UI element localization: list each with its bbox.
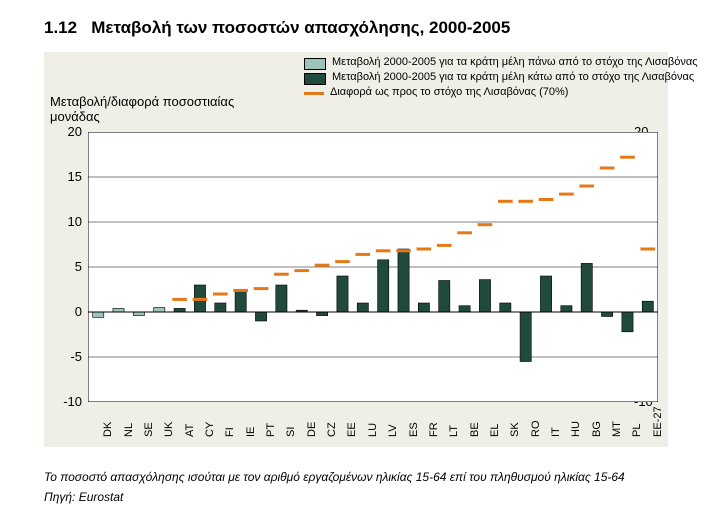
y-tick-label-left: -10 bbox=[48, 394, 82, 409]
title-text: Μεταβολή των ποσοστών απασχόλησης, 2000-… bbox=[91, 18, 510, 37]
bar bbox=[500, 303, 511, 312]
x-tick-label: BE bbox=[469, 422, 481, 437]
bar bbox=[439, 281, 450, 313]
x-axis-labels: DK NL SE UK AT CY FI IE PT SI DE CZ EE LU LV ES FR LT BE EL… bbox=[88, 404, 658, 444]
legend-swatch-gap bbox=[304, 92, 324, 95]
x-tick-label: PL bbox=[631, 424, 643, 437]
x-tick-label: EE bbox=[346, 422, 358, 437]
bar bbox=[520, 312, 531, 362]
footnote-definition: Το ποσοστό απασχόλησης ισούται με τον αρ… bbox=[44, 470, 625, 484]
bar bbox=[255, 312, 266, 321]
y-axis-left-labels: -10 -5 0 5 10 15 20 bbox=[48, 52, 86, 447]
bar bbox=[398, 249, 409, 312]
x-tick-label: LU bbox=[367, 423, 379, 437]
legend-swatch-above bbox=[304, 58, 326, 70]
bar bbox=[317, 312, 328, 316]
y-tick-label-left: 20 bbox=[48, 124, 82, 139]
bar bbox=[276, 285, 287, 312]
x-tick-label: LV bbox=[387, 424, 399, 437]
x-tick-label: CY bbox=[204, 422, 216, 437]
x-tick-label: IE bbox=[245, 427, 257, 437]
chart-panel: Μεταβολή/διαφορά ποσοστιαίας μονάδας Μετ… bbox=[44, 52, 668, 447]
bar bbox=[581, 263, 592, 312]
bar bbox=[113, 308, 124, 312]
x-tick-label: EE-27 bbox=[652, 406, 664, 437]
x-tick-label: UK bbox=[163, 422, 175, 437]
bar bbox=[357, 303, 368, 312]
bar bbox=[642, 301, 653, 312]
x-tick-label: FI bbox=[224, 427, 236, 437]
bar bbox=[479, 280, 490, 312]
x-tick-label: SK bbox=[509, 422, 521, 437]
bar bbox=[622, 312, 633, 332]
x-tick-label: BG bbox=[591, 421, 603, 437]
x-tick-label: PT bbox=[265, 423, 277, 437]
x-tick-label: DK bbox=[102, 422, 114, 437]
bar bbox=[459, 306, 470, 312]
x-tick-label: EL bbox=[489, 424, 501, 437]
x-tick-label: AT bbox=[184, 424, 196, 437]
x-tick-label: SE bbox=[143, 422, 155, 437]
bar bbox=[540, 276, 551, 312]
footnote-source: Πηγή: Eurostat bbox=[44, 490, 123, 504]
bar bbox=[378, 260, 389, 312]
bar bbox=[337, 276, 348, 312]
x-tick-label: SI bbox=[285, 427, 297, 437]
x-tick-label: NL bbox=[123, 423, 135, 437]
y-axis-title: Μεταβολή/διαφορά ποσοστιαίας μονάδας bbox=[50, 94, 300, 124]
y-tick-label-left: 0 bbox=[48, 304, 82, 319]
x-tick-label: ES bbox=[408, 422, 420, 437]
bar bbox=[418, 303, 429, 312]
x-tick-label: IT bbox=[550, 427, 562, 437]
x-tick-label: CZ bbox=[326, 422, 338, 437]
x-tick-label: RO bbox=[530, 421, 542, 438]
y-tick-label-left: 15 bbox=[48, 169, 82, 184]
x-tick-label: FR bbox=[428, 422, 440, 437]
bar bbox=[561, 306, 572, 312]
bar bbox=[154, 308, 165, 313]
legend-swatch-below bbox=[304, 73, 326, 85]
y-tick-label-left: 5 bbox=[48, 259, 82, 274]
title-number: 1.12 bbox=[44, 18, 77, 37]
bar bbox=[174, 308, 185, 312]
bar bbox=[215, 303, 226, 312]
y-tick-label-left: -5 bbox=[48, 349, 82, 364]
x-tick-label: LT bbox=[448, 425, 460, 437]
x-tick-label: HU bbox=[570, 421, 582, 437]
x-tick-label: DE bbox=[306, 422, 318, 437]
chart-title: 1.12 Μεταβολή των ποσοστών απασχόλησης, … bbox=[44, 18, 510, 38]
x-tick-label: MT bbox=[611, 421, 623, 437]
bar bbox=[133, 312, 144, 316]
bar bbox=[93, 312, 104, 317]
bar bbox=[602, 312, 613, 317]
y-tick-label-left: 10 bbox=[48, 214, 82, 229]
bar bbox=[235, 290, 246, 312]
chart-svg bbox=[88, 132, 658, 402]
plot-area bbox=[88, 132, 658, 402]
